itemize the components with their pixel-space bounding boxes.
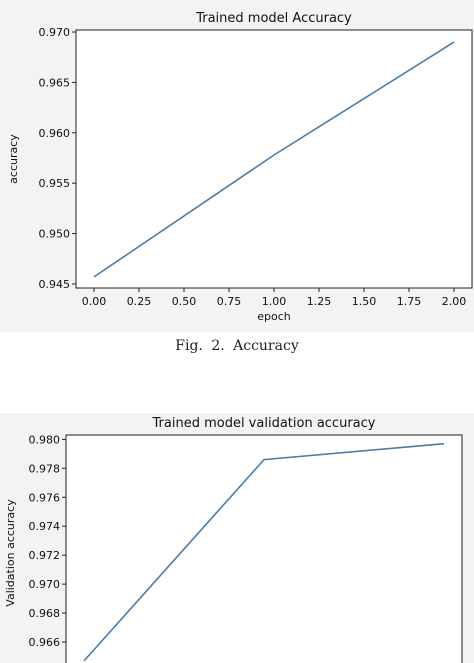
y-tick-label: 0.976 xyxy=(29,491,61,504)
y-tick-label: 0.970 xyxy=(29,578,61,591)
x-tick-label: 0.00 xyxy=(82,295,107,308)
plot-area xyxy=(66,435,462,663)
plot-frame xyxy=(75,29,473,289)
accuracy-chart: Trained model Accuracy 0.945 0.950 0.955 0.9… xyxy=(7,11,473,323)
x-tick-label: 0.25 xyxy=(127,295,152,308)
y-tick-label: 0.974 xyxy=(29,520,61,533)
y-axis-label: accuracy xyxy=(7,134,20,184)
series-line xyxy=(83,442,445,662)
chart-title: Trained model validation accuracy xyxy=(152,416,376,431)
validation-accuracy-chart-panel: Trained model validation accuracy0.9640.… xyxy=(0,413,474,663)
x-tick-label: 0.50 xyxy=(172,295,197,308)
accuracy-chart-panel: Trained model Accuracy 0.945 0.950 0.955 0.9… xyxy=(0,0,474,332)
y-tick-label: 0.980 xyxy=(29,433,61,446)
y-tick-label: 0.950 xyxy=(39,228,71,241)
validation-accuracy-chart: Trained model validation accuracy0.9640.… xyxy=(4,416,463,663)
figure-caption: Fig. 2. Accuracy xyxy=(175,338,299,354)
x-axis-label: epoch xyxy=(257,310,291,323)
y-tick-label: 0.978 xyxy=(29,462,61,475)
x-tick-label: 1.75 xyxy=(397,295,422,308)
x-tick-label: 2.00 xyxy=(442,295,467,308)
y-axis-label: Validation accuracy xyxy=(4,499,17,607)
y-tick-label: 0.955 xyxy=(39,177,71,190)
y-tick-label: 0.945 xyxy=(39,278,71,291)
y-tick-label: 0.972 xyxy=(29,549,61,562)
y-tick-label: 0.966 xyxy=(29,636,61,649)
x-tick-label: 1.25 xyxy=(307,295,332,308)
x-tick-label: 0.75 xyxy=(217,295,242,308)
y-tick-label: 0.970 xyxy=(39,26,71,39)
series-line xyxy=(93,41,455,278)
chart-title: Trained model Accuracy xyxy=(195,11,352,26)
y-tick-label: 0.965 xyxy=(39,76,71,89)
y-tick-label: 0.960 xyxy=(39,127,71,140)
y-tick-label: 0.968 xyxy=(29,607,61,620)
x-tick-label: 1.50 xyxy=(352,295,377,308)
x-tick-label: 1.00 xyxy=(262,295,287,308)
plot-frame xyxy=(65,434,463,663)
